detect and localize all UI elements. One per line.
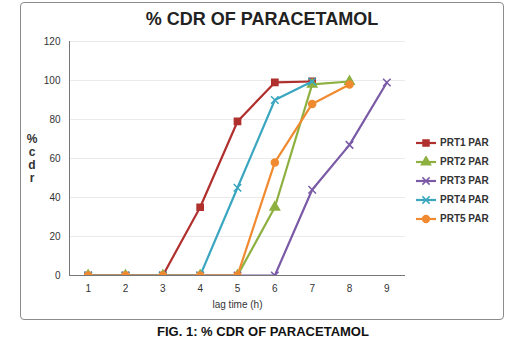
- svg-text:60: 60: [49, 153, 61, 164]
- svg-text:80: 80: [49, 114, 61, 125]
- html-text:PRT4 PAR: PRT4 PAR: [440, 194, 489, 205]
- svg-text:9: 9: [384, 283, 390, 294]
- svg-text:0: 0: [55, 270, 61, 281]
- html-text:PRT3 PAR: PRT3 PAR: [440, 175, 489, 186]
- html-text:r: r: [29, 171, 35, 185]
- html-text:PRT5 PAR: PRT5 PAR: [440, 213, 489, 224]
- html-text:c: c: [28, 145, 36, 159]
- svg-text:2: 2: [123, 283, 129, 294]
- svg-text:5: 5: [235, 283, 241, 294]
- svg-text:40: 40: [49, 192, 61, 203]
- svg-text:8: 8: [347, 283, 353, 294]
- html-text:FIG. 1: % CDR OF PARACETAMOL: FIG. 1: % CDR OF PARACETAMOL: [157, 324, 369, 339]
- html-text:% CDR OF PARACETAMOL: % CDR OF PARACETAMOL: [145, 9, 379, 29]
- svg-text:lag time (h): lag time (h): [212, 299, 262, 310]
- html-text:PRT2 PAR: PRT2 PAR: [440, 156, 489, 167]
- svg-text:1: 1: [85, 283, 91, 294]
- svg-text:100: 100: [44, 75, 61, 86]
- html-text:d: d: [28, 158, 36, 172]
- svg-text:6: 6: [272, 283, 278, 294]
- svg-text:120: 120: [44, 36, 61, 47]
- svg-text:3: 3: [160, 283, 166, 294]
- html-text:PRT1 PAR: PRT1 PAR: [440, 137, 489, 148]
- svg-text:4: 4: [197, 283, 203, 294]
- svg-text:7: 7: [309, 283, 315, 294]
- svg-text:20: 20: [49, 231, 61, 242]
